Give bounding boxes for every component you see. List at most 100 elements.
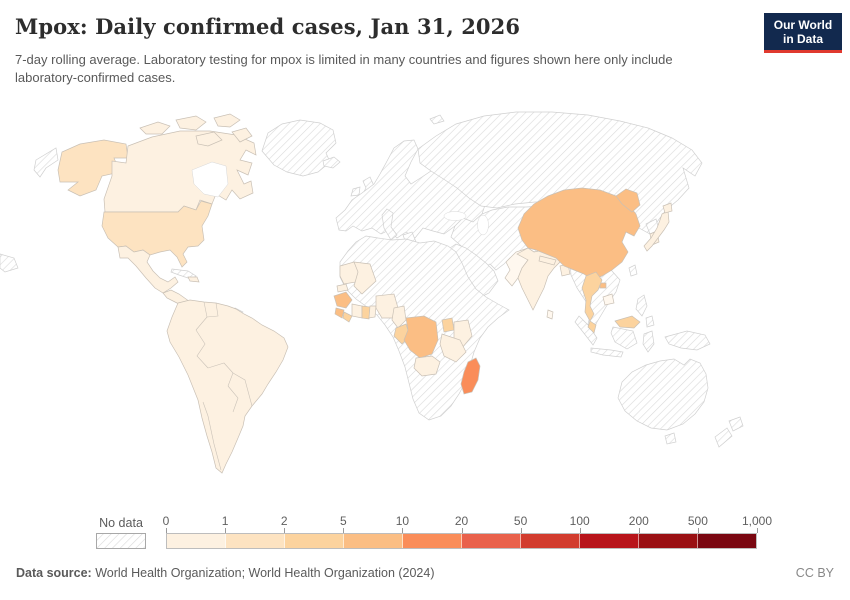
region-zambia[interactable] <box>413 355 441 377</box>
legend-tick-mark <box>520 528 522 533</box>
region-thailand[interactable] <box>581 271 603 322</box>
legend-bin-50-100[interactable] <box>521 534 580 548</box>
page-subtitle: 7-day rolling average. Laboratory testin… <box>15 52 673 86</box>
legend-bin-200-500[interactable] <box>639 534 698 548</box>
region-madagascar[interactable] <box>460 357 481 395</box>
region-tanzania[interactable] <box>439 333 467 363</box>
sa-border-3 <box>195 329 209 369</box>
region-nz-north-nodata[interactable] <box>728 416 744 432</box>
region-tasmania-nodata[interactable] <box>664 432 677 445</box>
region-china[interactable] <box>517 187 641 281</box>
hudson-bay <box>191 161 229 198</box>
region-sri-lanka[interactable] <box>546 309 554 320</box>
owid-logo[interactable]: Our World in Data <box>764 13 842 53</box>
legend-bin-0-1[interactable] <box>167 534 226 548</box>
legend-ticks: 0 1 2 5 10 20 50 100 200 500 1,000 <box>163 513 772 533</box>
region-iceland-nodata[interactable] <box>322 156 341 169</box>
region-new-guinea-nodata[interactable] <box>664 330 711 351</box>
legend-tick-mark <box>343 528 345 533</box>
legend-tick-mark <box>461 528 463 533</box>
legend-bin-10-20[interactable] <box>403 534 462 548</box>
region-guinea[interactable] <box>333 291 353 309</box>
legend-bin-100-200[interactable] <box>580 534 639 548</box>
black-sea <box>443 211 467 221</box>
caspian-sea <box>477 214 489 236</box>
region-svalbard-nodata[interactable] <box>429 114 445 125</box>
license-link[interactable]: CC BY <box>795 566 834 580</box>
region-ghana[interactable] <box>361 305 371 320</box>
owid-logo-line1: Our World <box>773 18 833 32</box>
region-russia-wrap-nodata[interactable] <box>0 253 19 273</box>
region-sierra-leone[interactable] <box>334 307 345 319</box>
region-malaysia-borneo[interactable] <box>614 315 641 329</box>
region-canada[interactable] <box>103 130 257 213</box>
legend-bin-500-1000[interactable] <box>698 534 756 548</box>
no-data-swatch[interactable] <box>96 533 146 549</box>
legend-tick-mark <box>638 528 640 533</box>
region-australia-nodata[interactable] <box>617 358 709 431</box>
legend-tick-label: 10 <box>395 514 410 528</box>
region-canada-arctic4[interactable] <box>195 131 223 147</box>
region-canada-arctic1[interactable] <box>139 121 171 135</box>
legend-tick-label: 500 <box>687 514 708 528</box>
region-philippines2-nodata[interactable] <box>645 315 655 328</box>
region-chukotka-nodata[interactable] <box>33 147 59 178</box>
sa-border-2 <box>206 302 219 318</box>
region-mali[interactable] <box>353 261 377 295</box>
legend-bin-5-10[interactable] <box>344 534 403 548</box>
region-ivory-coast[interactable] <box>351 303 363 319</box>
region-taiwan-nodata[interactable] <box>628 264 638 277</box>
legend-bin-20-50[interactable] <box>462 534 521 548</box>
region-togo-benin[interactable] <box>368 305 377 319</box>
region-liberia[interactable] <box>342 311 353 323</box>
region-south-america[interactable] <box>166 299 289 474</box>
region-sulawesi-nodata[interactable] <box>642 330 655 353</box>
legend-tick-mark <box>697 528 699 533</box>
legend-tick-label: 1,000 <box>741 514 773 528</box>
region-cambodia[interactable] <box>602 293 615 306</box>
region-canada-arctic3[interactable] <box>213 113 241 128</box>
sa-border-5 <box>232 372 253 407</box>
region-greenland-nodata[interactable] <box>261 119 337 177</box>
region-ireland-nodata[interactable] <box>350 186 361 197</box>
region-hispaniola[interactable] <box>187 276 200 283</box>
legend-tick-mark <box>225 528 227 533</box>
region-italy-nodata[interactable] <box>381 208 398 241</box>
region-borneo-nodata[interactable] <box>610 326 638 350</box>
data-source-text: World Health Organization; World Health … <box>91 566 435 580</box>
region-philippines-nodata[interactable] <box>635 294 648 317</box>
region-drc[interactable] <box>403 315 439 359</box>
no-data-label: No data <box>99 516 143 530</box>
map-legend: No data 0 1 2 5 10 20 50 100 200 500 1,000 <box>0 513 850 553</box>
region-malaysia-peninsula[interactable] <box>587 320 597 334</box>
region-uganda[interactable] <box>441 317 455 333</box>
legend-tick-label: 20 <box>454 514 469 528</box>
region-canada-arctic2[interactable] <box>175 115 207 131</box>
page-title: Mpox: Daily confirmed cases, Jan 31, 202… <box>15 14 521 39</box>
region-china-northeast[interactable] <box>615 188 641 213</box>
region-nepal[interactable] <box>538 255 557 266</box>
region-japan[interactable] <box>643 210 670 252</box>
legend-tick-mark <box>402 528 404 533</box>
owid-logo-line2: in Data <box>782 32 823 46</box>
region-canada-arctic5[interactable] <box>231 127 253 143</box>
legend-tick-mark <box>579 528 581 533</box>
legend-tick-label: 100 <box>569 514 590 528</box>
region-hokkaido[interactable] <box>662 202 673 214</box>
legend-tick-label: 2 <box>280 514 288 528</box>
legend-color-bar <box>166 533 757 549</box>
legend-bin-1-2[interactable] <box>226 534 285 548</box>
region-mexico[interactable] <box>117 245 179 294</box>
legend-tick-mark <box>166 528 167 533</box>
region-hainan[interactable] <box>599 282 607 289</box>
region-nz-south-nodata[interactable] <box>714 427 733 448</box>
region-java-nodata[interactable] <box>590 347 624 358</box>
legend-bin-2-5[interactable] <box>285 534 344 548</box>
legend-tick-label: 200 <box>628 514 649 528</box>
data-source: Data source: World Health Organization; … <box>16 566 435 580</box>
legend-tick-mark <box>757 528 758 533</box>
sa-border-4 <box>207 362 234 387</box>
region-cameroon[interactable] <box>391 305 407 329</box>
region-senegal[interactable] <box>336 283 349 293</box>
